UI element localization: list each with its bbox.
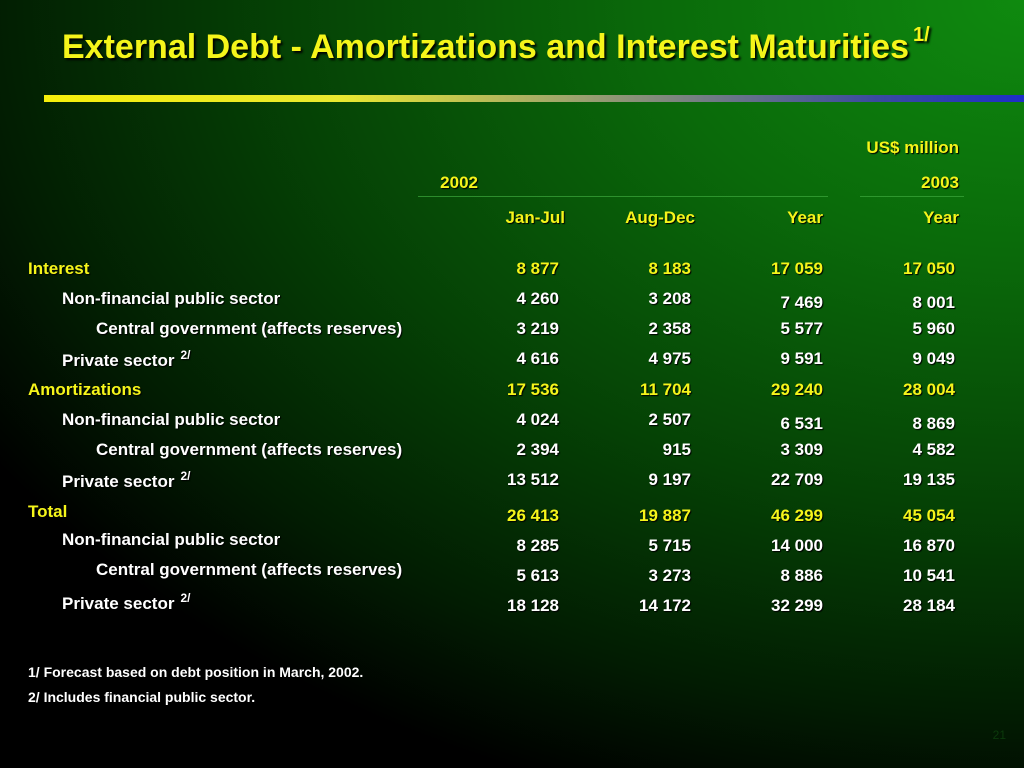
- section-total-cell: 46 299: [771, 506, 823, 525]
- title-footnote-marker: 1/: [913, 24, 930, 46]
- row-value-cell: 8 001: [912, 293, 955, 312]
- row-value-cell: 5 715: [648, 536, 691, 555]
- row-value-cell: 22 709: [771, 470, 823, 489]
- row-value-cell: 8 886: [780, 566, 823, 585]
- row-label-text: Non-financial public sector: [62, 410, 281, 429]
- row-value-cell: 3 309: [780, 440, 823, 459]
- column-header-2: Year: [787, 208, 823, 227]
- title-underline: [44, 95, 1024, 102]
- column-header-3: Year: [923, 208, 959, 227]
- row-value-cell: 2 507: [648, 410, 691, 429]
- row-value-cell: 4 024: [516, 410, 559, 429]
- unit-label: US$ million: [866, 138, 959, 157]
- row-label-text: Central government (affects reserves): [96, 560, 403, 579]
- row-label: Central government (affects reserves): [96, 560, 402, 580]
- row-value-cell: 4 975: [648, 349, 691, 368]
- section-label: Amortizations: [28, 380, 142, 399]
- row-label-text: Non-financial public sector: [62, 289, 281, 308]
- section-label: Interest: [28, 259, 90, 278]
- row-value-cell: 9 197: [648, 470, 691, 489]
- section-total-cell: 8 183: [648, 259, 691, 278]
- section-total-cell: 45 054: [903, 506, 955, 525]
- section-total-cell: 29 240: [771, 380, 823, 399]
- row-value-cell: 3 219: [516, 319, 559, 338]
- row-value-cell: 4 616: [516, 349, 559, 368]
- section-total-cell: 17 059: [771, 259, 823, 278]
- section-label: Total: [28, 502, 68, 521]
- row-label-text: Private sector: [62, 594, 175, 613]
- row-value-cell: 915: [662, 440, 691, 459]
- row-value-cell: 13 512: [507, 470, 559, 489]
- row-label: Non-financial public sector: [62, 530, 280, 550]
- row-value-cell: 28 184: [903, 596, 955, 615]
- title-text: External Debt - Amortizations and Intere…: [62, 28, 909, 66]
- row-value-cell: 9 049: [912, 349, 955, 368]
- section-total-cell: 19 887: [639, 506, 691, 525]
- footnote-1: 1/ Forecast based on debt position in Ma…: [28, 664, 364, 680]
- row-label: Private sector 2/: [62, 591, 191, 614]
- row-value-cell: 14 000: [771, 536, 823, 555]
- row-label-text: Private sector: [62, 351, 175, 370]
- row-label-text: Central government (affects reserves): [96, 440, 403, 459]
- row-value-cell: 6 531: [780, 414, 823, 433]
- row-value-cell: 3 208: [648, 289, 691, 308]
- section-total-cell: 17 536: [507, 380, 559, 399]
- section-total-cell: 26 413: [507, 506, 559, 525]
- footnote-marker: 2/: [180, 348, 191, 362]
- column-header-0: Jan-Jul: [505, 208, 565, 227]
- row-label: Central government (affects reserves): [96, 440, 402, 460]
- row-value-cell: 2 358: [648, 319, 691, 338]
- section-total-cell: 8 877: [516, 259, 559, 278]
- column-header-1: Aug-Dec: [625, 208, 695, 227]
- page-title: External Debt - Amortizations and Intere…: [62, 24, 930, 67]
- row-label: Private sector 2/: [62, 469, 191, 492]
- row-value-cell: 8 869: [912, 414, 955, 433]
- row-label-text: Central government (affects reserves): [96, 319, 403, 338]
- row-value-cell: 4 260: [516, 289, 559, 308]
- footnote-2: 2/ Includes financial public sector.: [28, 689, 256, 705]
- header-rule-2003: [860, 196, 964, 197]
- footnote-marker: 2/: [180, 591, 191, 605]
- section-total-cell: 28 004: [903, 380, 955, 399]
- row-label-text: Non-financial public sector: [62, 530, 281, 549]
- row-value-cell: 9 591: [780, 349, 823, 368]
- row-value-cell: 10 541: [903, 566, 955, 585]
- row-value-cell: 3 273: [648, 566, 691, 585]
- year-2002-header: 2002: [440, 173, 478, 192]
- footnote-marker: 2/: [180, 469, 191, 483]
- row-value-cell: 2 394: [516, 440, 559, 459]
- row-value-cell: 5 577: [780, 319, 823, 338]
- row-label-text: Private sector: [62, 472, 175, 491]
- row-value-cell: 16 870: [903, 536, 955, 555]
- row-value-cell: 19 135: [903, 470, 955, 489]
- row-label: Non-financial public sector: [62, 410, 280, 430]
- row-value-cell: 32 299: [771, 596, 823, 615]
- section-total-cell: 17 050: [903, 259, 955, 278]
- row-value-cell: 18 128: [507, 596, 559, 615]
- section-total-cell: 11 704: [639, 380, 691, 399]
- row-label: Non-financial public sector: [62, 289, 280, 309]
- year-2003-header: 2003: [921, 173, 959, 192]
- row-value-cell: 4 582: [912, 440, 955, 459]
- header-rule-2002: [418, 196, 828, 197]
- page-number: 21: [992, 728, 1006, 742]
- row-value-cell: 14 172: [639, 596, 691, 615]
- row-value-cell: 7 469: [780, 293, 823, 312]
- row-label: Private sector 2/: [62, 348, 191, 371]
- row-label: Central government (affects reserves): [96, 319, 402, 339]
- row-value-cell: 5 613: [516, 566, 559, 585]
- row-value-cell: 5 960: [912, 319, 955, 338]
- row-value-cell: 8 285: [516, 536, 559, 555]
